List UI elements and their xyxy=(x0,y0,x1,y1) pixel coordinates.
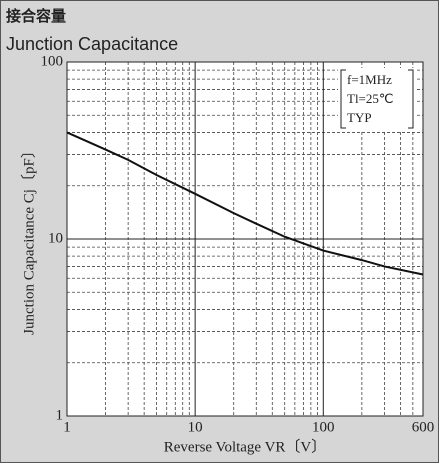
x-tick-label: 600 xyxy=(412,419,435,435)
x-tick-label: 10 xyxy=(188,419,203,435)
annotation: f=1MHz xyxy=(347,72,392,87)
data-line xyxy=(66,131,424,276)
annotation: Tl=25℃ xyxy=(347,91,393,106)
chart-title: 接合容量 xyxy=(6,7,66,25)
annotation: TYP xyxy=(347,110,372,125)
x-tick-label: 100 xyxy=(312,419,335,435)
annotation-bg xyxy=(338,68,416,130)
x-tick-label: 1 xyxy=(63,419,71,435)
chart-subtitle: Junction Capacitance xyxy=(6,34,178,54)
y-tick-label: 1 xyxy=(56,407,64,423)
annotation-box: f=1MHz Tl=25℃ TYP xyxy=(338,68,416,130)
y-tick-label: 100 xyxy=(41,53,64,69)
bracket xyxy=(340,69,414,129)
y-tick-label: 10 xyxy=(48,230,63,246)
y-axis-label: Junction Capacitance Cj〔pF〕 xyxy=(20,143,37,335)
x-axis-label: Reverse Voltage VR〔V〕 xyxy=(164,438,327,455)
